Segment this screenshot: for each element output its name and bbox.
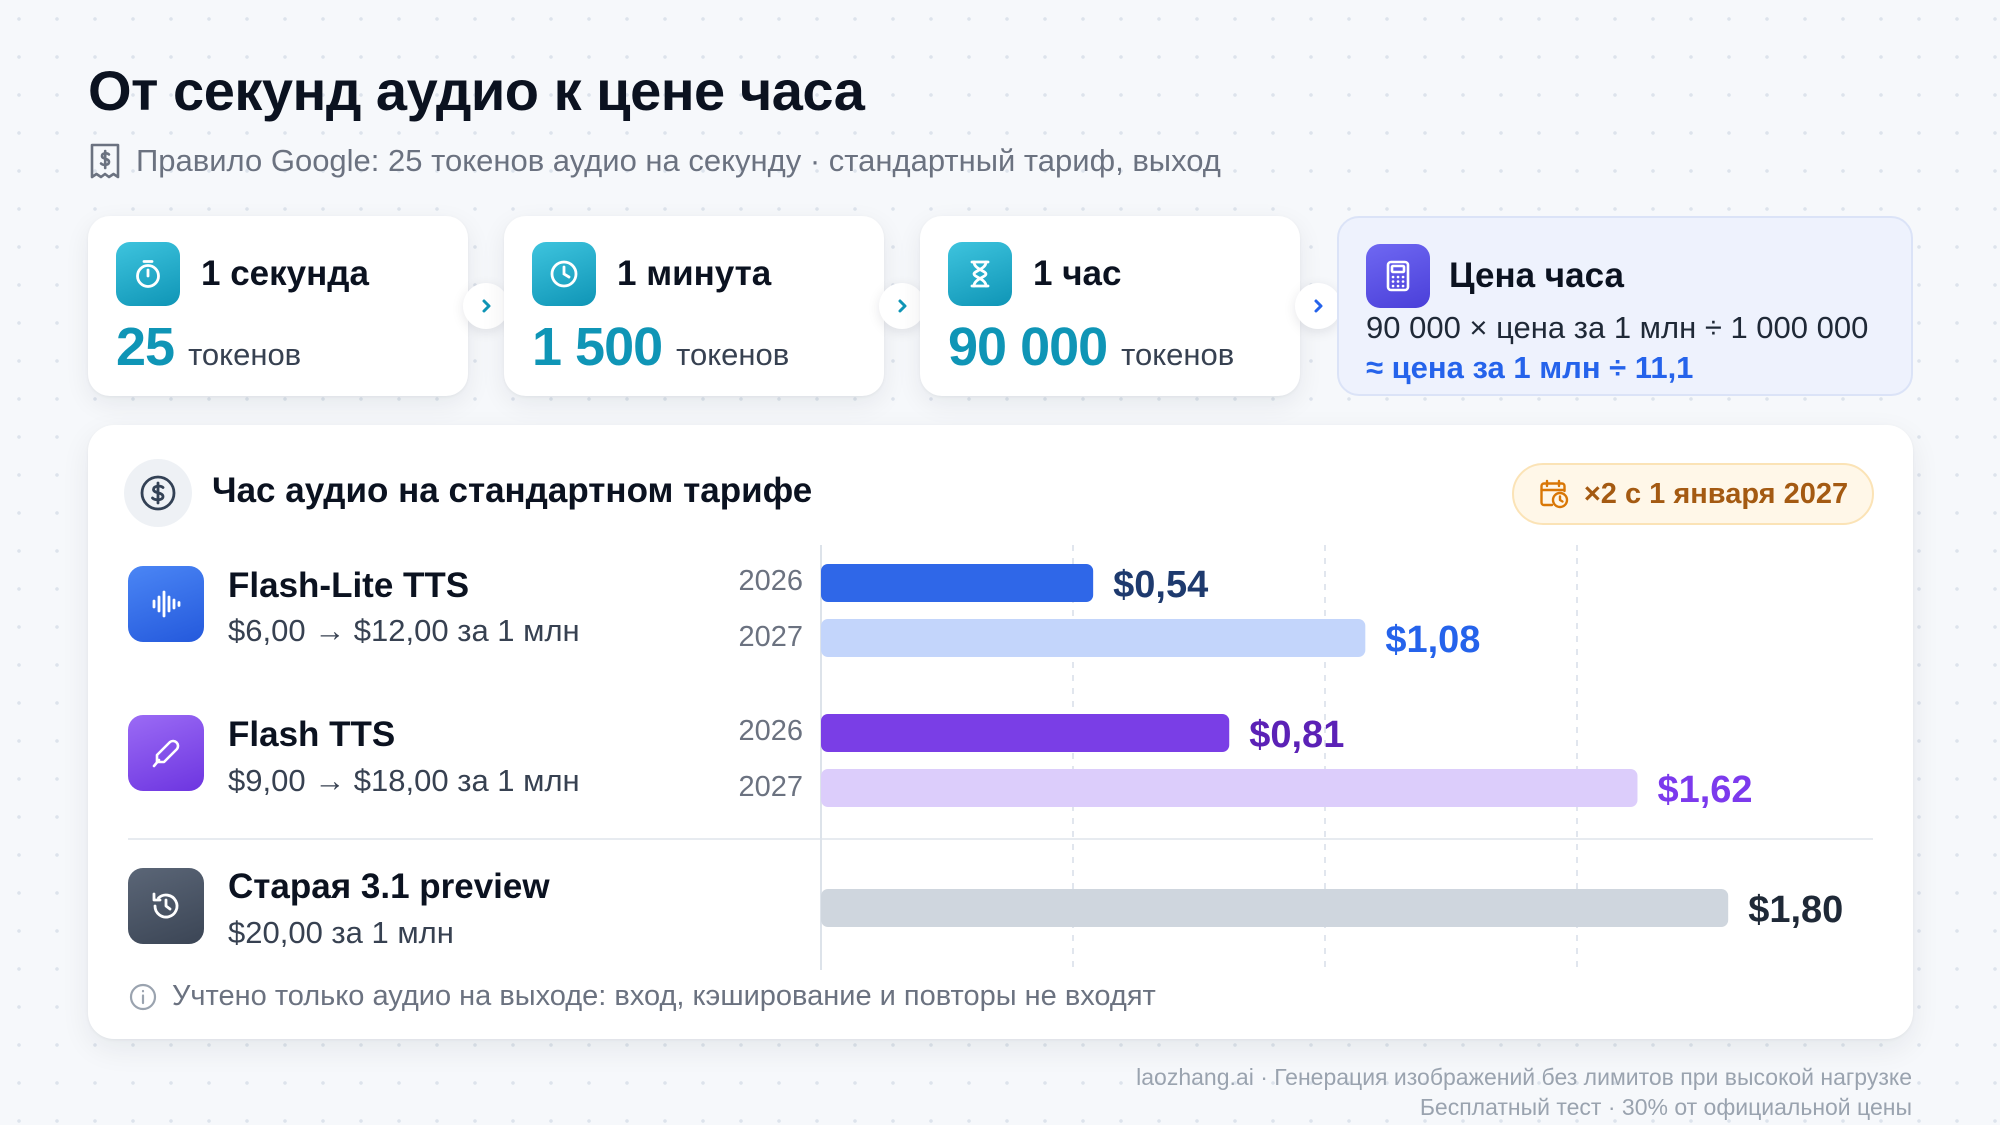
panel-title: Час аудио на стандартном тарифе [212,471,813,510]
step-value: 90 000 токенов [948,316,1234,378]
subtitle-text: Правило Google: 25 токенов аудио на секу… [136,143,1221,178]
pen-icon [128,715,204,791]
bar-value-label: $0,54 [1113,564,1208,606]
chevron-right-icon [1295,283,1341,329]
step-value: 1 500 токенов [532,316,789,378]
bar-chart: $0,54 $1,08 $0,81 $1,62 $1,80 [820,545,1843,970]
chevron-right-icon [879,283,925,329]
year-label: 2027 [738,621,803,653]
step-title: 1 час [1033,254,1122,293]
calendar-clock-icon [1538,478,1570,510]
bar [821,714,1230,752]
bar [821,769,1638,807]
step-unit: токенов [1121,337,1235,372]
badge-text: ×2 с 1 января 2027 [1583,477,1849,510]
footnote: Учтено только аудио на выходе: вход, кэш… [128,980,1156,1013]
price-formula: 90 000 × цена за 1 млн ÷ 1 000 000 [1366,310,1869,345]
model-price: $9,00 → $18,00 за 1 млн [228,763,580,798]
stopwatch-icon [116,242,180,306]
calculator-icon [1366,244,1430,308]
price-card: Цена часа 90 000 × цена за 1 млн ÷ 1 000… [1337,216,1913,396]
footnote-text: Учтено только аудио на выходе: вход, кэш… [172,980,1156,1012]
model-name: Старая 3.1 preview [228,867,550,906]
page-title: От секунд аудио к цене часа [88,59,865,122]
bar [821,564,1094,602]
bar [821,619,1366,657]
step-card-second: 1 секунда 25 токенов [88,216,468,396]
model-price: $20,00 за 1 млн [228,915,454,950]
model-price: $6,00 → $12,00 за 1 млн [228,613,580,648]
bar-value-label: $1,08 [1385,619,1480,661]
step-number: 25 [116,317,175,377]
price-change-badge: ×2 с 1 января 2027 [1512,463,1874,525]
step-number: 1 500 [532,317,663,377]
bar [821,889,1729,927]
step-value: 25 токенов [116,316,301,378]
bar-value-label: $1,80 [1748,889,1843,931]
brand-line: Бесплатный тест · 30% от официальной цен… [1419,1094,1912,1120]
brand-line: laozhang.ai · Генерация изображений без … [1136,1064,1912,1090]
step-title: 1 минута [617,254,772,293]
year-label: 2026 [738,715,803,747]
step-unit: токенов [188,337,302,372]
step-card-minute: 1 минута 1 500 токенов [504,216,884,396]
chevron-right-icon [463,283,509,329]
year-label: 2026 [738,565,803,597]
model-name: Flash TTS [228,715,396,754]
step-title: 1 секунда [201,254,369,293]
bar-value-label: $1,62 [1657,769,1752,811]
info-icon [128,982,158,1012]
model-name: Flash-Lite TTS [228,566,470,605]
bar-value-label: $0,81 [1249,714,1344,756]
receipt-icon [88,142,122,180]
dollar-coin-icon [124,459,192,527]
step-card-hour: 1 час 90 000 токенов [920,216,1300,396]
hourglass-icon [948,242,1012,306]
subtitle: Правило Google: 25 токенов аудио на секу… [88,141,1221,181]
price-card-title: Цена часа [1449,256,1624,295]
step-unit: токенов [676,337,790,372]
row-divider [128,838,1873,840]
chart-panel: Час аудио на стандартном тарифе ×2 с 1 я… [88,425,1913,1039]
history-icon [128,868,204,944]
price-approximation: ≈ цена за 1 млн ÷ 11,1 [1366,350,1694,385]
clock-icon [532,242,596,306]
year-label: 2027 [738,771,803,803]
brand-footer: laozhang.ai · Генерация изображений без … [1136,1062,1912,1122]
waveform-icon [128,566,204,642]
step-number: 90 000 [948,317,1108,377]
